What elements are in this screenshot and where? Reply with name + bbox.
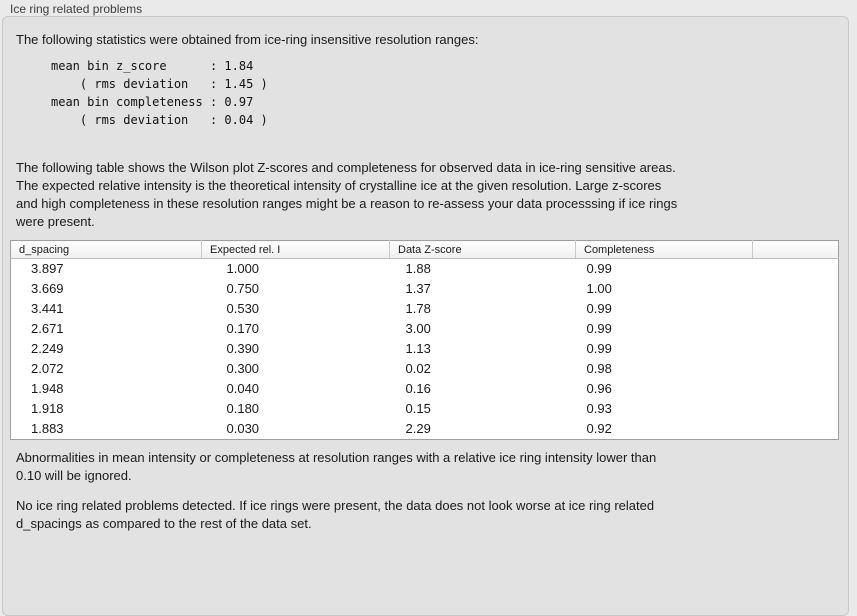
table-cell: 2.249	[31, 341, 64, 356]
column-header-data-z-score[interactable]: Data Z-score	[389, 240, 576, 259]
table-row[interactable]: 2.249 0.390 1.13 0.99	[11, 339, 839, 359]
table-cell: 2.072	[31, 361, 64, 376]
table-cell: 0.300	[226, 361, 260, 376]
table-cell: 1.88	[405, 261, 431, 276]
table-cell: 1.883	[31, 421, 64, 436]
table-cell	[753, 339, 839, 359]
table-cell: 0.530	[226, 301, 260, 316]
ice-ring-panel: The following statistics were obtained f…	[2, 16, 849, 616]
table-cell	[753, 319, 839, 339]
table-description-text: The following table shows the Wilson plo…	[16, 160, 678, 229]
table-cell	[753, 379, 839, 399]
table-row[interactable]: 2.072 0.300 0.02 0.98	[11, 359, 839, 379]
table-cell: 1.78	[405, 301, 431, 316]
column-header-expected-rel-i[interactable]: Expected rel. I	[201, 240, 390, 259]
column-header-d-spacing[interactable]: d_spacing	[10, 240, 202, 259]
table-cell	[753, 259, 839, 280]
table-cell: 0.99	[586, 301, 612, 316]
panel-title: Ice ring related problems	[10, 2, 143, 16]
table-row[interactable]: 1.918 0.180 0.15 0.93	[11, 399, 839, 419]
table-cell: 0.92	[586, 421, 612, 436]
table-row[interactable]: 3.441 0.530 1.78 0.99	[11, 299, 839, 319]
conclusion-text: No ice ring related problems detected. I…	[16, 498, 655, 531]
table-cell: 0.99	[586, 321, 612, 336]
table-cell: 0.170	[226, 321, 260, 336]
stats-block: mean bin z_score : 1.84 ( rms deviation …	[51, 59, 268, 127]
table-cell: 1.00	[586, 281, 612, 296]
table-row[interactable]: 1.948 0.040 0.16 0.96	[11, 379, 839, 399]
table-cell: 0.96	[586, 381, 612, 396]
table-cell: 0.750	[226, 281, 260, 296]
column-header-completeness[interactable]: Completeness	[575, 240, 753, 259]
table-cell: 1.37	[405, 281, 431, 296]
table-cell: 3.897	[31, 261, 64, 276]
stats-intro-text: The following statistics were obtained f…	[16, 32, 479, 47]
table-cell: 1.000	[226, 261, 260, 276]
column-header-empty	[752, 240, 839, 259]
table-cell: 3.00	[405, 321, 431, 336]
table-cell: 0.02	[405, 361, 431, 376]
table-cell: 0.180	[226, 401, 260, 416]
ignore-note-text: Abnormalities in mean intensity or compl…	[16, 450, 657, 483]
table-cell: 0.98	[586, 361, 612, 376]
table-cell: 0.93	[586, 401, 612, 416]
table-row[interactable]: 3.897 1.000 1.88 0.99	[11, 259, 839, 280]
table-cell: 0.040	[226, 381, 260, 396]
ice-table-body: 3.897 1.000 1.88 0.99 3.669 0.750 1.37 1.00 3.44…	[11, 259, 839, 440]
table-cell: 0.15	[405, 401, 431, 416]
table-row[interactable]: 2.671 0.170 3.00 0.99	[11, 319, 839, 339]
ice-ring-table: d_spacing Expected rel. I Data Z-score C…	[10, 240, 839, 440]
table-cell: 0.99	[586, 261, 612, 276]
table-cell: 2.29	[405, 421, 431, 436]
table-cell	[753, 419, 839, 440]
table-cell: 1.13	[405, 341, 431, 356]
table-cell	[753, 359, 839, 379]
table-cell	[753, 299, 839, 319]
table-cell: 0.030	[226, 421, 260, 436]
table-cell: 2.671	[31, 321, 64, 336]
ice-ring-table-grid: d_spacing Expected rel. I Data Z-score C…	[10, 240, 839, 440]
table-header-row: d_spacing Expected rel. I Data Z-score C…	[10, 240, 839, 259]
table-cell: 1.948	[31, 381, 64, 396]
table-cell: 0.390	[226, 341, 260, 356]
table-cell: 3.441	[31, 301, 64, 316]
table-row[interactable]: 1.883 0.030 2.29 0.92	[11, 419, 839, 440]
table-cell: 0.99	[586, 341, 612, 356]
table-cell: 0.16	[405, 381, 431, 396]
table-row[interactable]: 3.669 0.750 1.37 1.00	[11, 279, 839, 299]
table-cell	[753, 279, 839, 299]
table-cell: 1.918	[31, 401, 64, 416]
table-cell	[753, 399, 839, 419]
table-cell: 3.669	[31, 281, 64, 296]
